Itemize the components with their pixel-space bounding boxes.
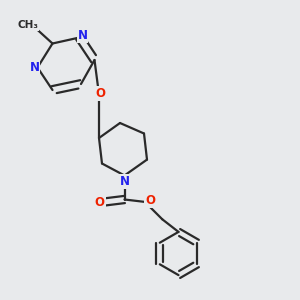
Text: CH₃: CH₃ bbox=[17, 20, 38, 30]
Text: O: O bbox=[145, 194, 155, 208]
Text: O: O bbox=[95, 87, 106, 100]
Text: N: N bbox=[77, 28, 88, 42]
Text: O: O bbox=[94, 196, 105, 209]
Text: N: N bbox=[119, 175, 130, 188]
Text: N: N bbox=[29, 61, 40, 74]
